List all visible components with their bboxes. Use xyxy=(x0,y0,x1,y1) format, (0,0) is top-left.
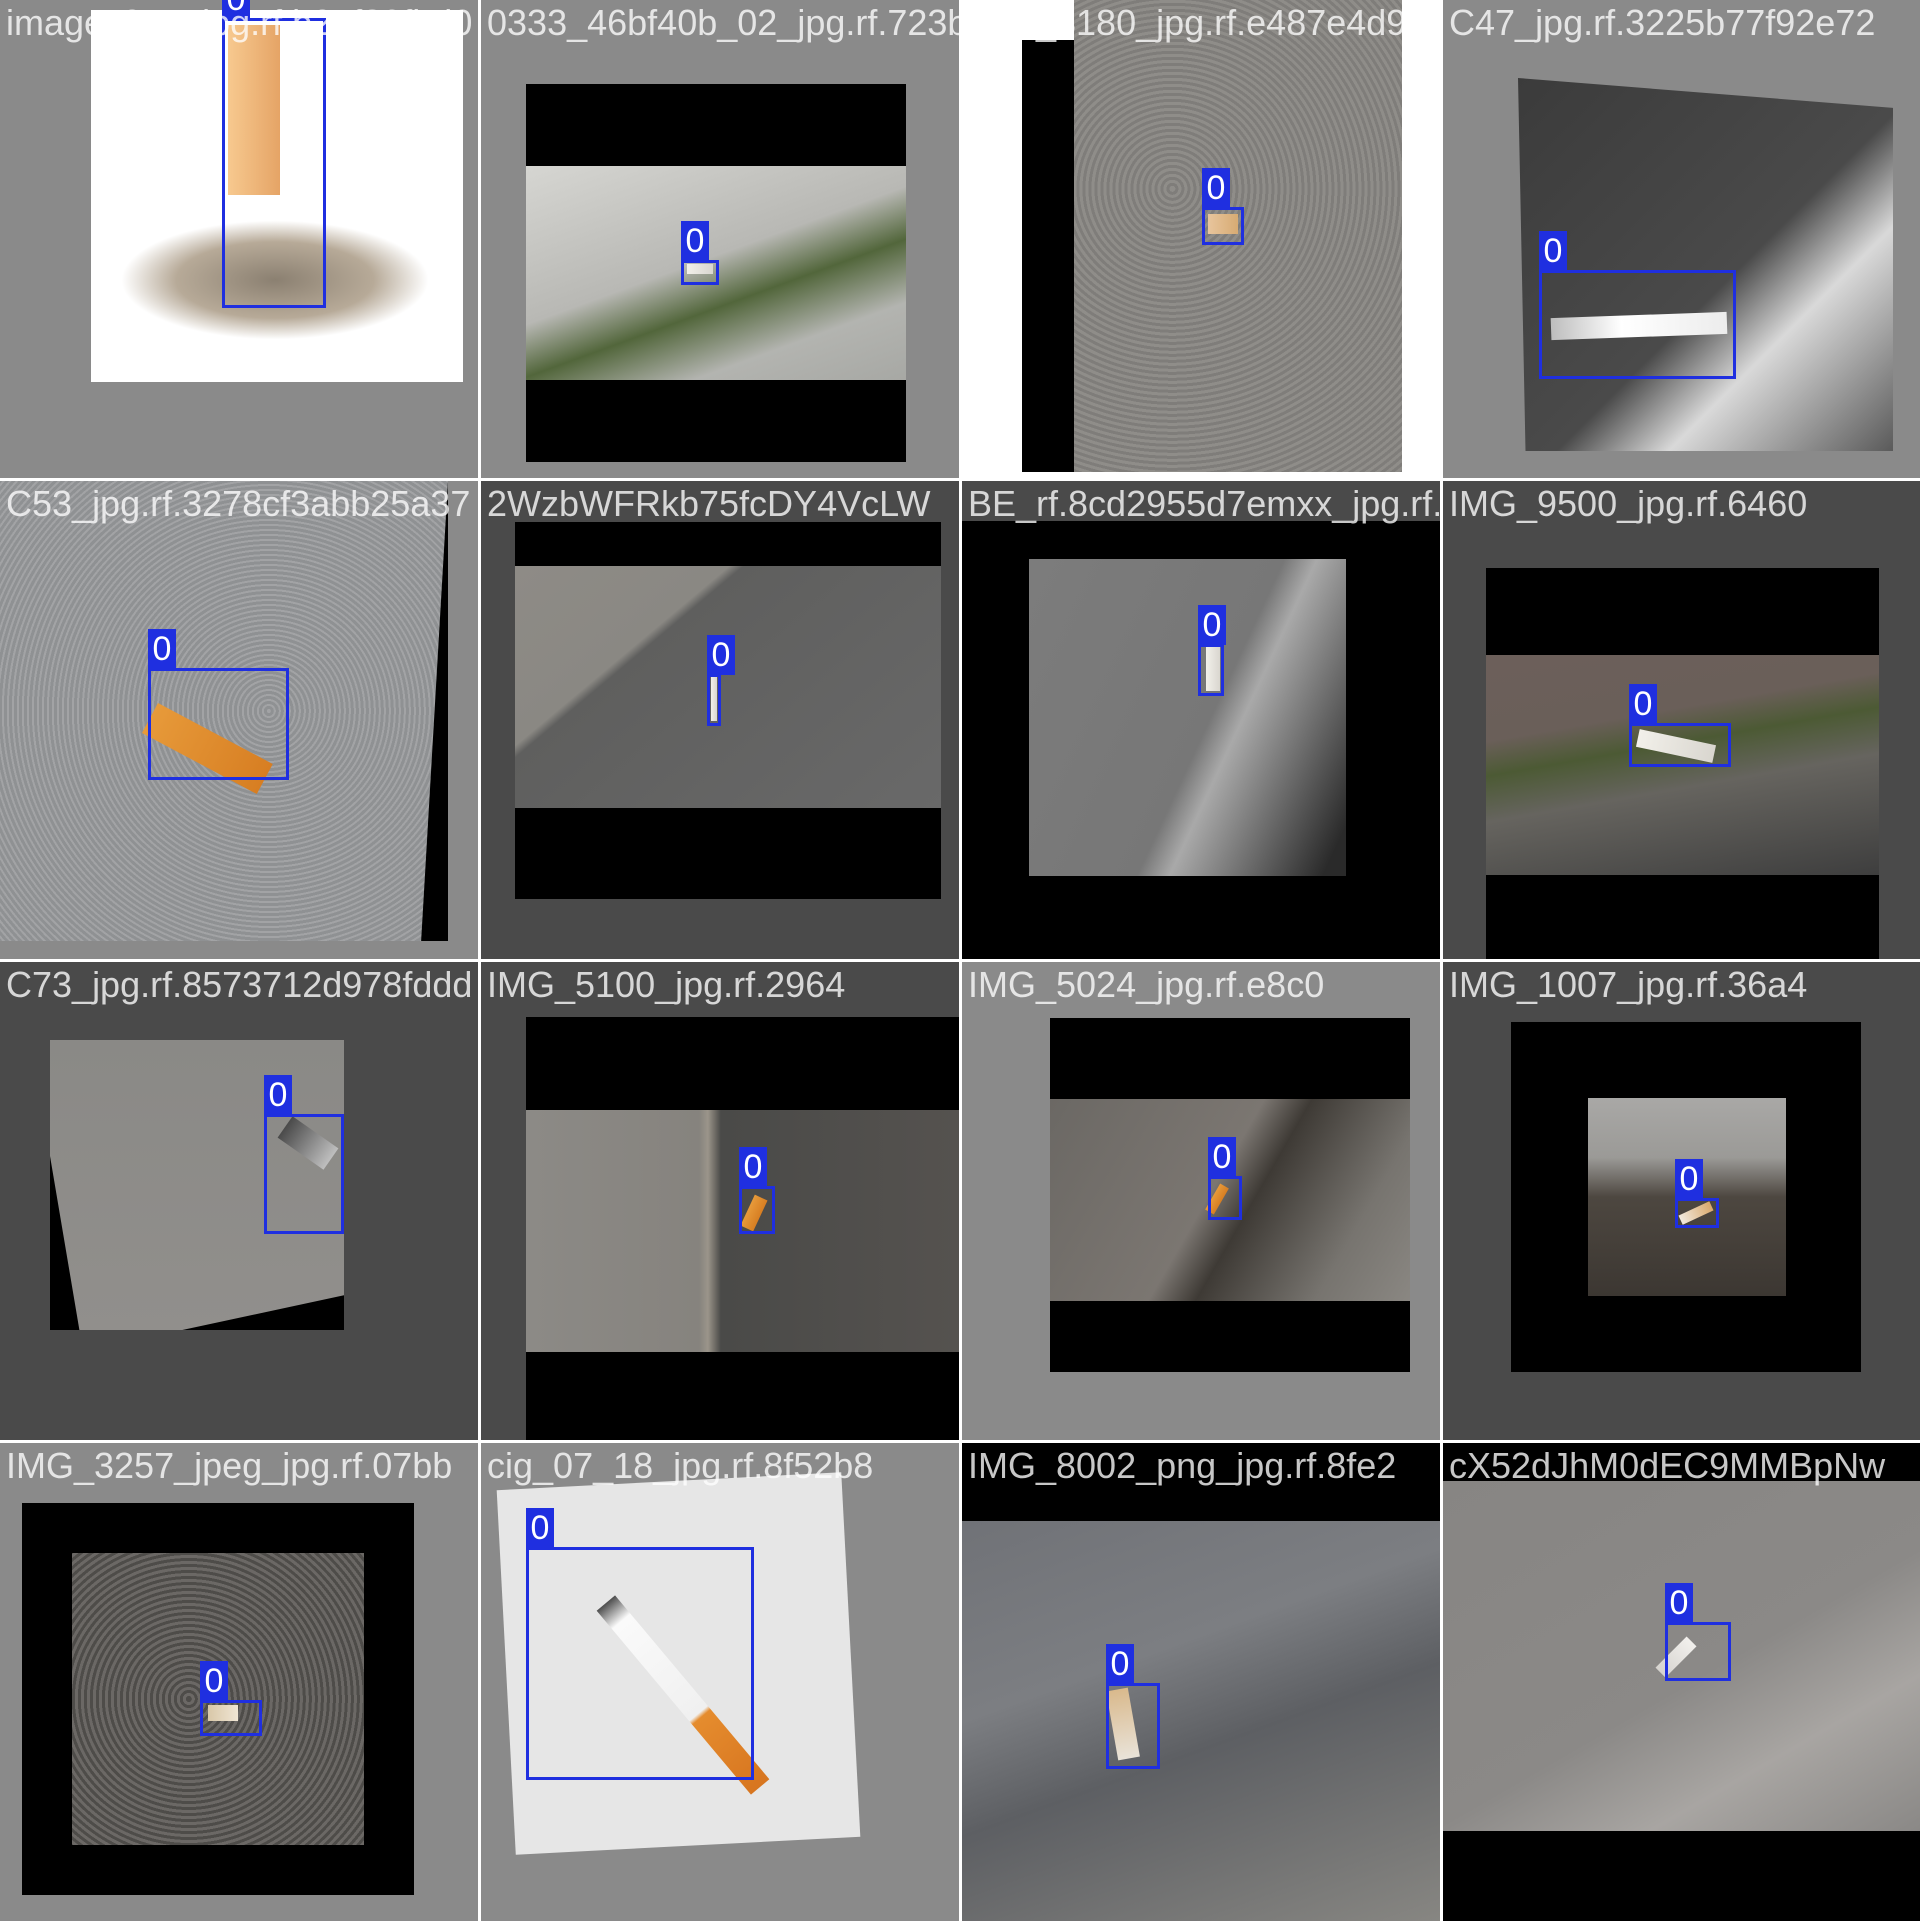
tile-7: 0 BE_rf.8cd2955d7emxx_jpg.rf.95048 xyxy=(962,481,1440,959)
class-label: 0 xyxy=(1208,1137,1236,1177)
tile-6: 0 2WzbWFRkb75fcDY4VcLW xyxy=(481,481,959,959)
tile-13: 0 IMG_3257_jpeg_jpg.rf.07bb xyxy=(0,1443,478,1921)
detection-box: 0 xyxy=(1539,231,1736,379)
class-label: 0 xyxy=(200,1661,228,1701)
tile-2: 0 0333_46bf40b_02_jpg.rf.723b4dd1318132a… xyxy=(481,0,959,478)
image-filename: IMG_5024_jpg.rf.e8c0 xyxy=(968,964,1325,1005)
detection-box: 0 xyxy=(148,629,289,780)
detection-box: 0 xyxy=(1675,1159,1719,1228)
cigarette-butt xyxy=(208,1705,238,1721)
detection-box: 0 xyxy=(1202,168,1244,245)
cigarette-butt xyxy=(1206,647,1220,691)
detection-box: 0 xyxy=(200,1661,262,1736)
image-filename: 0333_46bf40b_02_jpg.rf.723b4dd1318132ade xyxy=(487,2,959,43)
photo xyxy=(50,1040,344,1330)
tile-12: 0 IMG_1007_jpg.rf.36a4 xyxy=(1443,962,1920,1440)
image-filename: IMG_1007_jpg.rf.36a4 xyxy=(1449,964,1808,1005)
image-filename: C47_jpg.rf.3225b77f92e72 xyxy=(1449,2,1876,43)
cigarette-butt xyxy=(711,677,717,721)
class-label: 0 xyxy=(681,221,709,261)
detection-box: 0 xyxy=(739,1147,775,1234)
detection-box: 0 xyxy=(1665,1583,1731,1681)
cigarette-filter xyxy=(228,25,280,195)
tile-11: 0 IMG_5024_jpg.rf.e8c0 xyxy=(962,962,1440,1440)
detection-box: 0 xyxy=(526,1508,754,1780)
class-label: 0 xyxy=(1202,168,1230,208)
tile-16: 0 cX52dJhM0dEC9MMBpNw xyxy=(1443,1443,1920,1921)
class-label: 0 xyxy=(1665,1583,1693,1623)
image-filename: IMG_9500_jpg.rf.6460 xyxy=(1449,483,1808,524)
image-filename: IMG_3257_jpeg_jpg.rf.07bb xyxy=(6,1445,453,1486)
class-label: 0 xyxy=(148,629,176,669)
tile-15: 0 IMG_8002_png_jpg.rf.8fe2 xyxy=(962,1443,1440,1921)
class-label: 0 xyxy=(264,1075,292,1115)
tile-1: 0 images277_jpg.rf.b21f39fbd0 xyxy=(0,0,478,478)
detection-box: 0 xyxy=(1106,1644,1160,1769)
class-label: 0 xyxy=(1675,1159,1703,1199)
detection-box: 0 xyxy=(1198,605,1226,696)
photo xyxy=(1029,559,1346,876)
tile-3: 0 IMG_3180_jpg.rf.e487e4d9e44ef32c5599 xyxy=(962,0,1440,478)
class-label: 0 xyxy=(1539,231,1567,271)
class-label: 0 xyxy=(739,1147,767,1187)
cigarette-butt xyxy=(687,264,713,274)
photo xyxy=(515,566,941,808)
class-label: 0 xyxy=(526,1508,554,1548)
image-filename: IMG_5100_jpg.rf.2964 xyxy=(487,964,846,1005)
photo xyxy=(1050,1099,1410,1301)
photo xyxy=(1518,78,1893,451)
detection-box: 0 xyxy=(681,221,719,285)
class-label: 0 xyxy=(1629,684,1657,724)
detection-box: 0 xyxy=(1208,1137,1242,1220)
tile-4: 0 C47_jpg.rf.3225b77f92e72 xyxy=(1443,0,1920,478)
image-filename: C73_jpg.rf.8573712d978fddd xyxy=(6,964,473,1005)
image-filename: BE_rf.8cd2955d7emxx_jpg.rf.95048 xyxy=(968,483,1440,524)
detection-box: 0 xyxy=(222,0,326,308)
tile-8: 0 IMG_9500_jpg.rf.6460 xyxy=(1443,481,1920,959)
photo xyxy=(962,1521,1440,1921)
detection-box: 0 xyxy=(1629,684,1731,767)
ash-pile xyxy=(120,220,430,340)
class-label: 0 xyxy=(222,0,250,19)
detection-box: 0 xyxy=(264,1075,344,1234)
class-label: 0 xyxy=(1106,1644,1134,1684)
class-label: 0 xyxy=(1198,605,1226,645)
tile-5: 0 C53_jpg.rf.3278cf3abb25a37 xyxy=(0,481,478,959)
tile-14: 0 cig_07_18_jpg.rf.8f52b8 xyxy=(481,1443,959,1921)
photo xyxy=(1074,0,1402,472)
tile-10: 0 IMG_5100_jpg.rf.2964 xyxy=(481,962,959,1440)
image-filename: IMG_8002_png_jpg.rf.8fe2 xyxy=(968,1445,1397,1486)
photo xyxy=(0,481,448,941)
detection-box: 0 xyxy=(707,635,735,726)
cigarette-butt xyxy=(1208,214,1238,234)
image-filename: 2WzbWFRkb75fcDY4VcLW xyxy=(487,483,931,524)
class-label: 0 xyxy=(707,635,735,675)
tile-9: 0 C73_jpg.rf.8573712d978fddd xyxy=(0,962,478,1440)
